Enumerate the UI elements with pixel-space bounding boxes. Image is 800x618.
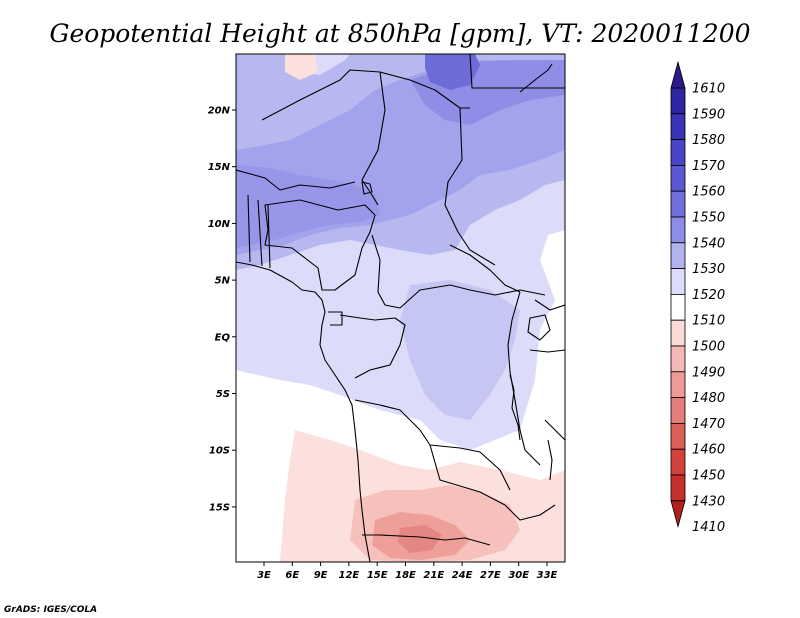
border-gabon <box>328 311 343 326</box>
colorbar-label: 1410 <box>692 520 725 535</box>
x-tick-label: 30E <box>508 570 529 581</box>
colorbar: 1610 1590 1580 1570 1560 1550 1540 1530 1520 1510… <box>670 60 725 535</box>
colorbar-swatch <box>670 216 686 244</box>
y-tick-label: EQ <box>215 332 231 343</box>
y-tick-label: 15N <box>208 162 231 173</box>
field-1470 <box>398 525 442 553</box>
colorbar-swatch <box>670 190 686 218</box>
border-nigeria <box>264 199 376 291</box>
colorbar-swatch <box>670 500 686 529</box>
y-tick-label: 15S <box>209 502 230 513</box>
colorbar-swatch <box>670 87 686 115</box>
colorbar-swatch <box>670 139 686 166</box>
colorbar-swatch <box>670 113 686 141</box>
colorbar-label: 1500 <box>692 340 725 355</box>
x-tick-label: 9E <box>314 570 328 581</box>
y-tick-label: 20N <box>208 106 231 117</box>
x-tick-label: 21E <box>423 570 444 581</box>
colorbar-swatch <box>670 293 686 321</box>
field-1560 <box>425 54 480 90</box>
colorbar-label: 1590 <box>692 107 725 122</box>
lake-malawi <box>547 439 553 481</box>
colorbar-swatch <box>670 242 686 270</box>
border-niger-chad <box>361 71 386 206</box>
colorbar-label: 1430 <box>692 494 725 509</box>
colorbar-swatch <box>670 319 686 347</box>
lake-chad <box>361 181 373 195</box>
border-mali <box>236 169 356 191</box>
colorbar-swatch <box>670 60 686 89</box>
y-tick-label: 5S <box>216 389 230 400</box>
colorbar-label: 1550 <box>692 211 725 226</box>
colorbar-swatch <box>670 474 686 502</box>
field-1550 <box>236 165 380 248</box>
border-car-sudan <box>449 244 521 293</box>
border-cameroon-car <box>371 234 546 309</box>
x-tick-label: 15E <box>367 570 388 581</box>
lake-victoria <box>527 314 551 341</box>
colorbar-swatch <box>670 448 686 476</box>
y-tick-label: 10S <box>209 446 230 457</box>
colorbar-label: 1570 <box>692 159 725 174</box>
contour-fill-layer <box>236 54 565 562</box>
map-title: Geopotential Height at 850hPa [gpm], VT:… <box>49 19 750 48</box>
x-tick-label: 6E <box>285 570 299 581</box>
colorbar-label: 1460 <box>692 443 725 458</box>
colorbar-label: 1450 <box>692 469 725 484</box>
colorbar-label: 1610 <box>692 82 725 97</box>
colorbar-label: 1540 <box>692 236 725 251</box>
coast-red-sea <box>519 63 553 93</box>
colorbar-label: 1490 <box>692 365 725 380</box>
border-ghana-togo-benin <box>247 194 271 269</box>
colorbar-label: 1470 <box>692 417 725 432</box>
colorbar-swatch <box>670 397 686 424</box>
border-zambia <box>429 444 556 521</box>
colorbar-swatch <box>670 345 686 373</box>
x-axis-ticks: 3E 6E 9E 12E 15E 18E 21E 24E 27E 30E 33E <box>257 562 558 581</box>
map-frame <box>235 53 566 563</box>
y-axis-ticks: 20N 15N 10N 5N EQ 5S 10S 15S <box>208 106 236 513</box>
border-congo <box>339 314 406 379</box>
x-tick-label: 33E <box>537 570 558 581</box>
y-tick-label: 10N <box>208 219 231 230</box>
border-namibia <box>362 534 491 546</box>
x-tick-label: 27E <box>480 570 501 581</box>
border-libya-egypt <box>469 54 565 89</box>
field-1500-nw <box>285 54 318 80</box>
colorbar-label: 1480 <box>692 391 725 406</box>
colorbar-label: 1580 <box>692 133 725 148</box>
x-tick-label: 12E <box>339 570 360 581</box>
border-chad-sudan <box>444 107 496 266</box>
colorbar-swatch <box>670 164 686 192</box>
grads-footer: GrADS: IGES/COLA <box>4 605 97 615</box>
colorbar-label: 1530 <box>692 262 725 277</box>
y-tick-label: 5N <box>215 276 231 287</box>
colorbar-label: 1520 <box>692 288 725 303</box>
country-borders <box>236 54 565 562</box>
border-east-africa <box>529 299 565 441</box>
field-1530-congo <box>400 280 520 420</box>
colorbar-swatch <box>670 422 686 450</box>
colorbar-swatch <box>670 371 686 398</box>
coastline-west <box>236 261 371 562</box>
x-tick-label: 3E <box>257 570 271 581</box>
colorbar-swatch <box>670 268 686 295</box>
lake-tanganyika <box>509 374 521 441</box>
colorbar-label: 1510 <box>692 314 725 329</box>
x-tick-label: 24E <box>452 570 473 581</box>
colorbar-label: 1560 <box>692 185 725 200</box>
x-tick-label: 18E <box>395 570 416 581</box>
